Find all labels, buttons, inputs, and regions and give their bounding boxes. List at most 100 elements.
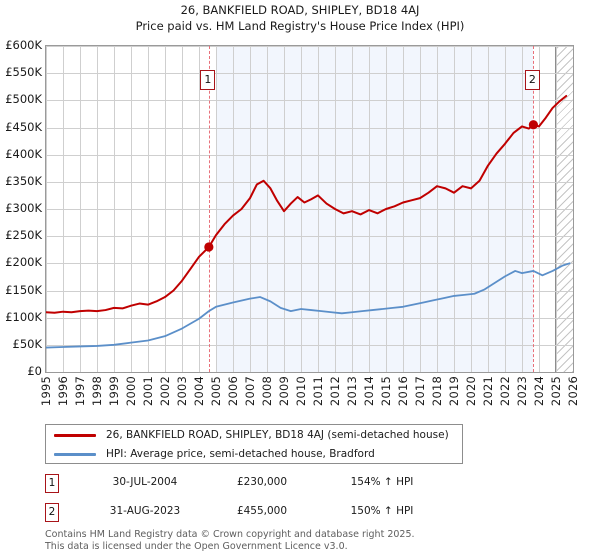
x-axis-tick-label: 2001	[141, 376, 155, 407]
gridline-v	[539, 46, 540, 372]
x-axis-tick-label: 2012	[328, 376, 342, 407]
x-axis-tick-label: 2018	[430, 376, 444, 407]
footer-attribution: Contains HM Land Registry data © Crown c…	[45, 529, 585, 552]
gridline-v	[250, 46, 251, 372]
gridline-h	[46, 317, 573, 319]
y-axis-tick-label: £0	[27, 364, 42, 378]
footer-line-2: This data is licensed under the Open Gov…	[45, 540, 348, 552]
y-axis-tick-label: £250K	[5, 228, 42, 243]
legend-label-hpi: HPI: Average price, semi-detached house,…	[106, 448, 375, 460]
transaction-hpi-delta: 154% ↑ HPI	[350, 476, 414, 488]
plot-area	[45, 45, 574, 373]
x-axis-tick-label: 1999	[107, 376, 121, 407]
gridline-v	[556, 46, 557, 372]
transaction-hpi-delta: 150% ↑ HPI	[350, 505, 414, 517]
x-axis-tick-label: 2019	[447, 376, 461, 407]
gridline-h	[46, 73, 573, 75]
legend-item-hpi: HPI: Average price, semi-detached house,…	[46, 444, 462, 464]
gridline-v	[63, 46, 64, 372]
gridline-v	[301, 46, 302, 372]
gridline-v	[148, 46, 149, 372]
y-axis-tick-label: £450K	[5, 119, 42, 134]
sale-event-line	[208, 46, 210, 372]
transaction-price: £455,000	[236, 505, 288, 517]
x-axis-tick-label: 2013	[345, 376, 359, 407]
y-axis-tick-label: £500K	[5, 92, 42, 107]
x-axis-tick-label: 1996	[56, 376, 70, 407]
sale-point[interactable]	[204, 242, 214, 252]
gridline-h	[46, 344, 573, 346]
gridline-v	[505, 46, 506, 372]
transaction-index: 1	[45, 474, 59, 493]
gridline-v	[97, 46, 98, 372]
chart-legend: 26, BANKFIELD ROAD, SHIPLEY, BD18 4AJ (s…	[45, 424, 463, 464]
x-axis-tick-label: 2003	[175, 376, 189, 407]
legend-item-price: 26, BANKFIELD ROAD, SHIPLEY, BD18 4AJ (s…	[46, 425, 462, 445]
y-axis-tick-label: £100K	[5, 309, 42, 324]
gridline-v	[267, 46, 268, 372]
gridline-v	[454, 46, 455, 372]
gridline-v	[233, 46, 234, 372]
gridline-h	[46, 263, 573, 265]
x-axis-tick-label: 2002	[158, 376, 172, 407]
x-axis-tick-label: 2015	[379, 376, 393, 407]
x-axis-tick-label: 2020	[464, 376, 478, 407]
gridline-v	[216, 46, 217, 372]
gridline-v	[165, 46, 166, 372]
gridline-v	[182, 46, 183, 372]
y-axis-tick-label: £400K	[5, 146, 42, 161]
gridline-v	[318, 46, 319, 372]
y-axis-tick-label: £200K	[5, 255, 42, 270]
transaction-index: 2	[45, 503, 59, 522]
gridline-h	[46, 236, 573, 238]
title-line-2: Price paid vs. HM Land Registry's House …	[135, 19, 465, 33]
sale-marker-badge[interactable]: 2	[524, 70, 540, 90]
gridline-h	[46, 209, 573, 210]
y-axis-tick-label: £300K	[5, 201, 42, 215]
x-axis-tick-label: 2006	[226, 376, 240, 407]
x-axis-tick-label: 2004	[192, 376, 206, 407]
x-axis-tick-label: 2021	[481, 376, 495, 407]
gridline-v	[131, 46, 132, 372]
x-axis-tick-label: 2025	[549, 376, 563, 407]
gridline-v	[352, 46, 353, 372]
sale-point[interactable]	[528, 120, 538, 130]
x-axis-tick-label: 2008	[260, 376, 274, 407]
gridline-v	[46, 46, 47, 372]
hpi-average-line	[46, 262, 571, 349]
sale-event-line	[533, 46, 535, 372]
x-axis-tick-label: 2016	[396, 376, 410, 407]
x-axis-tick-label: 2024	[532, 376, 546, 407]
x-axis-tick-label: 2017	[413, 376, 427, 407]
transaction-date: 31-AUG-2023	[109, 505, 181, 517]
x-axis-tick-label: 2014	[362, 376, 376, 407]
y-axis-tick-label: £550K	[5, 65, 42, 80]
gridline-v	[80, 46, 81, 372]
x-axis-tick-label: 2000	[124, 376, 138, 407]
x-axis-tick-label: 2005	[209, 376, 223, 407]
transaction-price: £230,000	[236, 476, 288, 488]
x-axis-tick-label: 2023	[515, 376, 529, 407]
gridline-v	[369, 46, 370, 372]
y-axis-tick-label: £150K	[5, 282, 42, 297]
gridline-h	[46, 154, 573, 156]
sale-marker-badge[interactable]: 1	[200, 70, 216, 90]
gridline-v	[420, 46, 421, 372]
legend-swatch-hpi	[54, 453, 96, 456]
transaction-date: 30-JUL-2004	[112, 476, 178, 488]
x-axis-tick-label: 2010	[294, 376, 308, 407]
x-axis-tick-label: 2007	[243, 376, 257, 407]
y-axis-tick-label: £50K	[12, 336, 43, 351]
gridline-v	[488, 46, 489, 372]
title-line-1: 26, BANKFIELD ROAD, SHIPLEY, BD18 4AJ	[180, 3, 420, 17]
gridline-h	[46, 127, 573, 129]
gridline-v	[114, 46, 115, 372]
x-axis-tick-label: 2011	[311, 376, 325, 407]
x-axis-tick-label: 2022	[498, 376, 512, 407]
legend-swatch-price	[54, 434, 96, 437]
gridline-h	[46, 290, 573, 292]
legend-label-price: 26, BANKFIELD ROAD, SHIPLEY, BD18 4AJ (s…	[106, 429, 449, 441]
page-title: 26, BANKFIELD ROAD, SHIPLEY, BD18 4AJ Pr…	[0, 2, 600, 34]
footer-line-1: Contains HM Land Registry data © Crown c…	[45, 529, 415, 540]
y-axis-tick-label: £600K	[5, 38, 42, 52]
